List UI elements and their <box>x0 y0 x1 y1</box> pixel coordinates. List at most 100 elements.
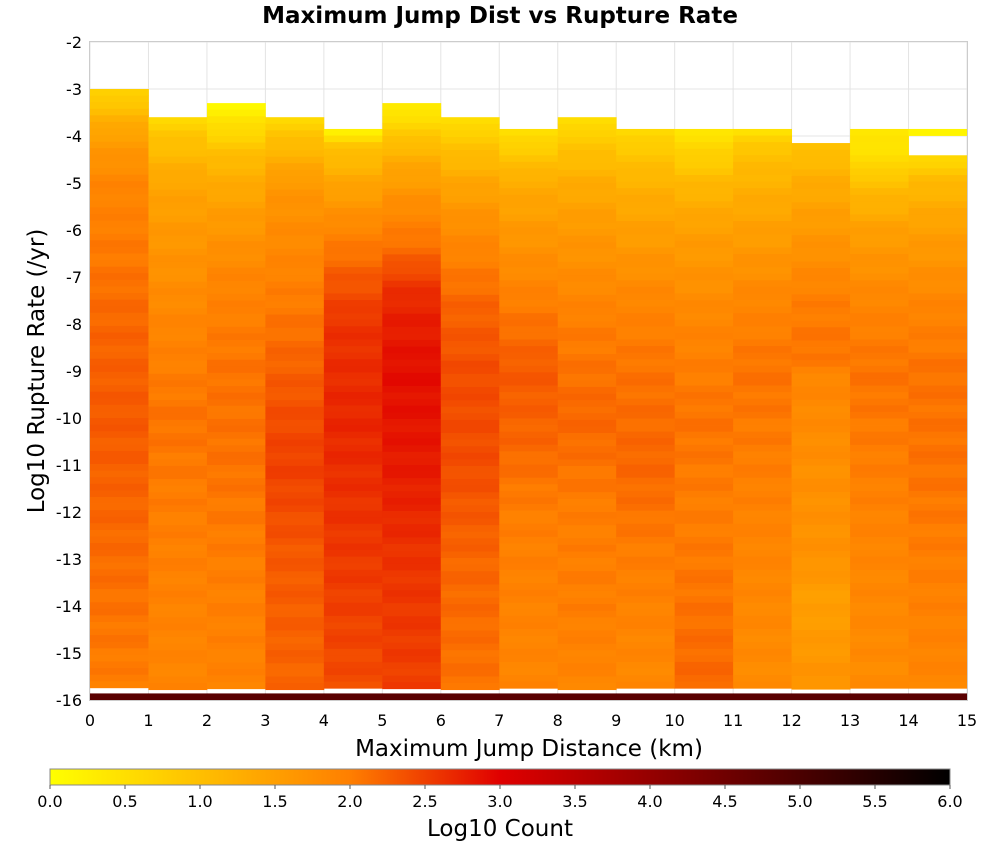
heatmap-cell <box>733 484 792 492</box>
heatmap-cell <box>90 418 149 425</box>
heatmap-cell <box>674 214 734 222</box>
heatmap-cell <box>908 201 968 209</box>
heatmap-cell <box>908 477 968 485</box>
heatmap-cell <box>674 273 734 281</box>
heatmap-cell <box>148 275 208 283</box>
heatmap-cell <box>674 438 734 446</box>
heatmap-cell <box>674 523 734 531</box>
heatmap-cell <box>90 516 149 524</box>
heatmap-cell <box>90 279 149 287</box>
heatmap-cell <box>206 524 266 532</box>
heatmap-cell <box>440 268 500 276</box>
heatmap-cell <box>323 280 383 288</box>
heatmap-cell <box>382 609 442 617</box>
heatmap-cell <box>148 130 208 138</box>
heatmap-cell <box>850 398 909 406</box>
heatmap-cell <box>499 418 559 426</box>
heatmap-cell <box>382 484 442 492</box>
heatmap-cell <box>265 183 325 190</box>
heatmap-cell <box>791 254 851 262</box>
heatmap-cell <box>499 596 559 604</box>
heatmap-cell <box>90 378 149 386</box>
heatmap-cell <box>440 413 500 421</box>
heatmap-cell <box>557 512 617 519</box>
heatmap-cell <box>850 576 909 584</box>
heatmap-cell <box>557 590 617 598</box>
heatmap-cell <box>557 156 617 164</box>
heatmap-cell <box>323 319 383 327</box>
heatmap-cell <box>440 472 500 480</box>
heatmap-cell <box>90 345 149 353</box>
heatmap-cell <box>908 306 968 314</box>
heatmap-cell <box>90 450 149 458</box>
heatmap-cell <box>791 518 851 526</box>
heatmap-cell <box>850 128 909 136</box>
heatmap-cell <box>323 471 383 479</box>
colorbar-tick-label: 0.0 <box>37 792 62 811</box>
heatmap-cell <box>382 629 442 637</box>
heatmap-cell <box>674 306 734 314</box>
heatmap-cell <box>440 512 500 519</box>
heatmap-cell <box>850 240 909 248</box>
heatmap-cell <box>733 293 792 301</box>
heatmap-cell <box>908 582 968 590</box>
heatmap-cell <box>440 321 500 329</box>
heatmap-cell <box>733 267 792 275</box>
heatmap-cell <box>791 314 851 322</box>
heatmap-cell <box>148 637 208 644</box>
heatmap-cell <box>850 273 909 281</box>
heatmap-cell <box>90 319 149 327</box>
heatmap-cell <box>850 444 909 452</box>
heatmap-cell <box>206 339 266 347</box>
heatmap-cell <box>499 563 559 571</box>
heatmap-cell <box>499 517 559 525</box>
heatmap-cell <box>323 181 383 189</box>
heatmap-cell <box>499 457 559 465</box>
heatmap-cell <box>674 188 734 196</box>
heatmap-cell <box>616 346 676 354</box>
heatmap-cell <box>557 498 617 506</box>
heatmap-cell <box>850 661 909 669</box>
heatmap-cell <box>499 622 559 630</box>
heatmap-cell <box>791 143 851 151</box>
heatmap-cell <box>616 543 676 551</box>
heatmap-cell-bottom-row <box>148 693 208 701</box>
heatmap-cell <box>791 412 851 420</box>
heatmap-cell <box>440 301 500 309</box>
heatmap-cell <box>206 583 266 591</box>
heatmap-cell <box>733 523 792 531</box>
heatmap-cell <box>791 537 851 545</box>
heatmap-cell <box>265 222 325 230</box>
heatmap-cell <box>616 642 676 650</box>
heatmap-cell <box>733 405 792 413</box>
heatmap-cell <box>440 275 500 283</box>
heatmap-cell <box>440 117 500 125</box>
heatmap-cell <box>557 597 617 605</box>
heatmap-cell <box>908 425 968 433</box>
heatmap-cell <box>382 293 442 301</box>
heatmap-cell <box>206 655 266 663</box>
heatmap-cell <box>206 201 266 209</box>
heatmap-cell <box>499 359 559 367</box>
heatmap-cell <box>850 214 909 222</box>
heatmap-cell <box>440 669 500 677</box>
heatmap-cell <box>557 308 617 315</box>
heatmap-cell <box>557 176 617 184</box>
heatmap-cell <box>616 517 676 525</box>
heatmap-cell <box>850 352 909 360</box>
heatmap-cell <box>206 392 266 400</box>
heatmap-cell <box>206 412 266 420</box>
heatmap-cell <box>733 556 792 564</box>
heatmap-cell <box>206 208 266 216</box>
heatmap-cell <box>557 577 617 585</box>
heatmap-cell <box>265 683 325 691</box>
heatmap-cell <box>90 200 149 208</box>
heatmap-cell <box>557 400 617 408</box>
heatmap-cell <box>265 347 325 355</box>
heatmap-cell <box>323 214 383 222</box>
heatmap-cell <box>908 504 968 511</box>
heatmap-cell <box>323 378 383 386</box>
heatmap-cell <box>323 253 383 261</box>
heatmap-cell <box>499 280 559 288</box>
